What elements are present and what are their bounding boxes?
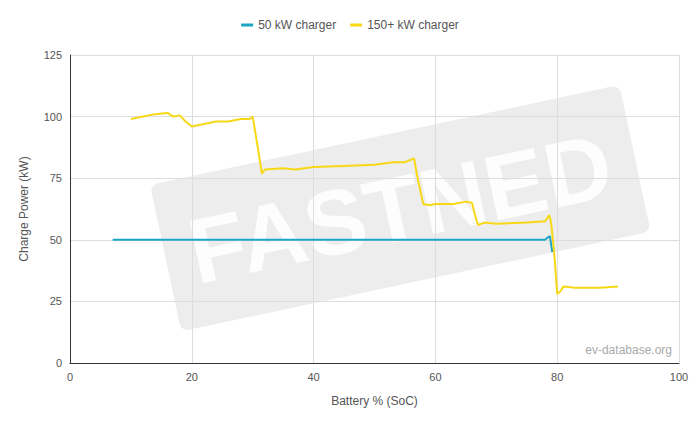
svg-text:60: 60 <box>429 371 441 383</box>
svg-text:125: 125 <box>44 49 62 61</box>
svg-text:75: 75 <box>50 172 62 184</box>
svg-text:100: 100 <box>670 371 688 383</box>
svg-text:FASTNED: FASTNED <box>180 114 621 303</box>
svg-text:40: 40 <box>307 371 319 383</box>
svg-text:150+ kW charger: 150+ kW charger <box>367 18 459 32</box>
svg-text:80: 80 <box>551 371 563 383</box>
svg-text:100: 100 <box>44 111 62 123</box>
svg-text:50 kW charger: 50 kW charger <box>258 18 336 32</box>
svg-text:25: 25 <box>50 295 62 307</box>
svg-text:20: 20 <box>186 371 198 383</box>
svg-text:0: 0 <box>67 371 73 383</box>
svg-text:ev-database.org: ev-database.org <box>585 343 672 357</box>
svg-text:Battery % (SoC): Battery % (SoC) <box>331 394 418 408</box>
svg-text:0: 0 <box>56 357 62 369</box>
svg-text:50: 50 <box>50 234 62 246</box>
svg-text:Charge Power (kW): Charge Power (kW) <box>17 156 31 261</box>
